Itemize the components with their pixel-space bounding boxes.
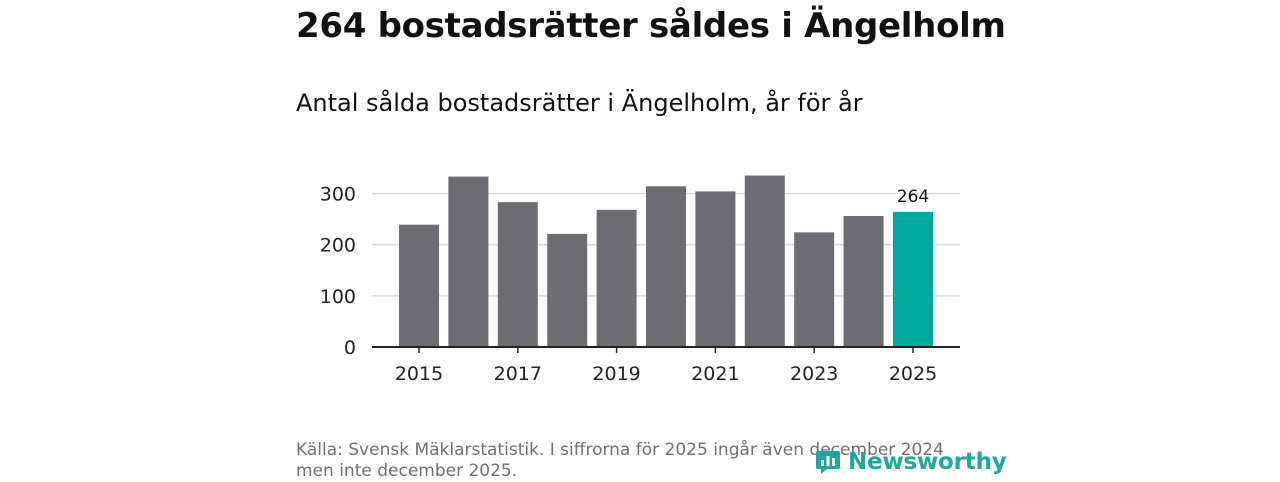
bar-2015 [399, 224, 439, 347]
bar-2017 [497, 202, 538, 347]
x-tick-label: 2019 [592, 363, 640, 385]
y-tick-label: 100 [320, 286, 356, 308]
chart-subtitle: Antal sålda bostadsrätter i Ängelholm, å… [296, 89, 863, 117]
x-tick-label: 2023 [790, 363, 838, 385]
bar-2018 [547, 233, 588, 347]
bar-2025 [893, 211, 933, 347]
bar-2023 [794, 232, 835, 347]
y-tick-label: 200 [320, 235, 356, 257]
newsworthy-logo: Newsworthy [814, 446, 1007, 478]
bar-2020 [646, 186, 686, 347]
y-tick-label: 0 [344, 337, 356, 359]
x-tick-label: 2025 [889, 363, 937, 385]
data-label: 264 [897, 187, 929, 207]
bar-2019 [596, 209, 637, 347]
bar-2022 [744, 175, 785, 347]
bar-2021 [695, 191, 736, 347]
bar-2016 [448, 176, 489, 347]
source-note: Källa: Svensk Mäklarstatistik. I siffror… [296, 440, 944, 481]
x-tick-label: 2021 [691, 363, 739, 385]
bar-chart-logo-icon [816, 451, 840, 474]
bar-2024 [843, 215, 884, 347]
chart-title: 264 bostadsrätter såldes i Ängelholm [296, 6, 1006, 46]
y-tick-label: 300 [320, 183, 356, 205]
logo-text: Newsworthy [848, 449, 1007, 475]
x-tick-label: 2017 [494, 363, 542, 385]
x-tick-label: 2015 [395, 363, 443, 385]
